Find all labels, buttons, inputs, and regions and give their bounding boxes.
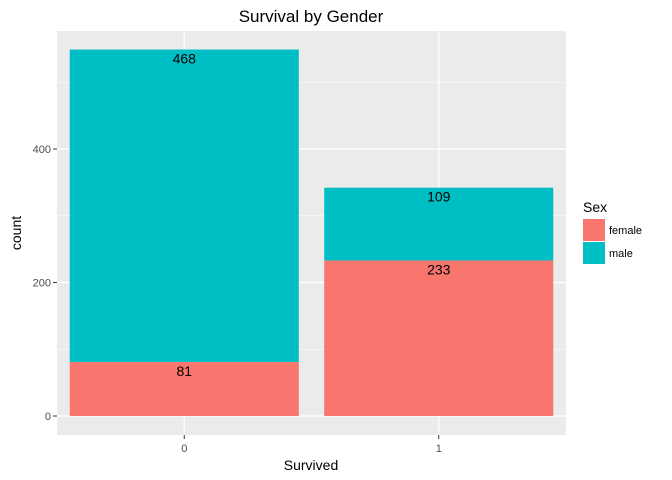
y-axis-ticks: 0 200 400 [33, 144, 57, 423]
legend: Sex female male [583, 199, 642, 264]
y-tick-label: 400 [33, 144, 51, 156]
x-tick-label: 0 [181, 443, 187, 455]
data-label-male-1: 109 [427, 189, 451, 205]
legend-title: Sex [583, 199, 607, 215]
bar-male-1 [324, 187, 554, 261]
data-labels: 81 468 233 109 [173, 51, 451, 379]
bar-female-1 [324, 260, 554, 416]
bar-female-0 [69, 361, 299, 416]
legend-label-female: female [609, 225, 642, 237]
x-tick-label: 1 [436, 443, 442, 455]
data-label-female-0: 81 [176, 363, 192, 379]
y-tick-label: 200 [33, 278, 51, 290]
legend-key-male [583, 242, 605, 264]
y-tick-label: 0 [45, 411, 51, 423]
legend-label-male: male [609, 248, 633, 260]
chart-title: Survival by Gender [239, 7, 384, 26]
data-label-male-0: 468 [173, 51, 197, 67]
y-axis-title: count [8, 216, 24, 250]
bar-male-0 [69, 49, 299, 362]
x-axis-title: Survived [284, 457, 338, 473]
bars [69, 49, 554, 416]
data-label-female-1: 233 [427, 261, 451, 277]
legend-key-female [583, 219, 605, 241]
